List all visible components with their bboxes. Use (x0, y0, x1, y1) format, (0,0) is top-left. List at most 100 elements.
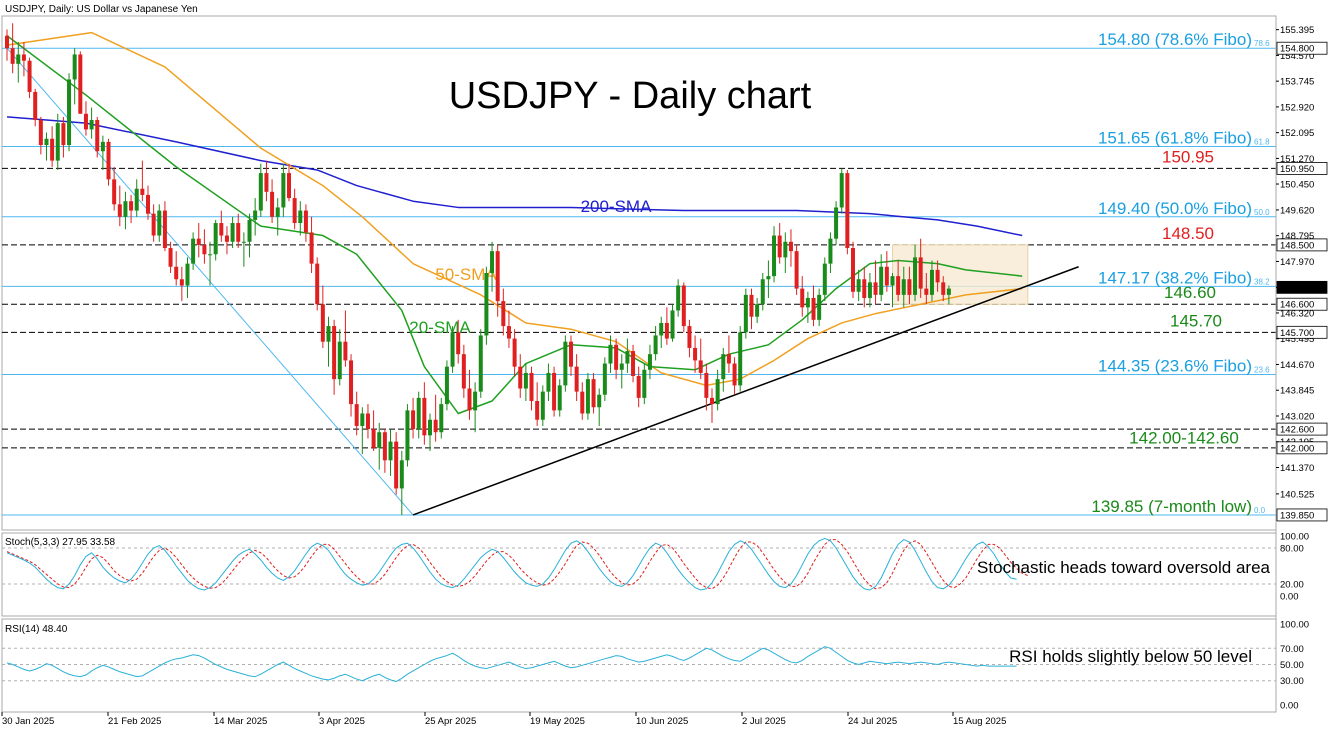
candle-body (732, 363, 737, 386)
candle (862, 266, 867, 308)
level-label: 142.00-142.60 (1129, 428, 1239, 447)
candle (484, 266, 489, 345)
candle (794, 244, 799, 295)
candle-body (343, 341, 348, 361)
candle (439, 397, 444, 439)
candle-body (33, 91, 38, 121)
candle-body (360, 413, 365, 426)
candle (896, 260, 901, 302)
chart-title: USDJPY - Daily chart (449, 75, 812, 117)
candle-body (382, 432, 387, 461)
fibo-label: 139.85 (7-month low) (1091, 497, 1252, 516)
candle (851, 241, 855, 298)
candle-body (405, 410, 410, 461)
candle-body (298, 210, 303, 224)
candle-body (55, 123, 60, 161)
candle-body (563, 341, 568, 386)
candle-body (320, 304, 325, 342)
fibo-label: 151.65 (61.8% Fibo) (1098, 129, 1252, 148)
candle (405, 404, 410, 467)
candle (817, 288, 822, 327)
candle-body (585, 379, 590, 414)
price-tick-label: 145.495 (1280, 334, 1314, 345)
candle-body (557, 385, 562, 411)
candle (552, 366, 557, 417)
candle (123, 191, 128, 230)
candle-body (738, 332, 743, 386)
candle (659, 316, 664, 348)
candle (106, 138, 111, 186)
candle-body (901, 279, 906, 295)
candle-body (411, 410, 416, 430)
candle (55, 113, 60, 170)
candle-body (653, 335, 658, 355)
candle (506, 310, 511, 348)
candle-body (456, 332, 461, 355)
candle-body (715, 379, 720, 405)
candle (433, 394, 438, 442)
candle-body (168, 248, 173, 267)
rsi-annotation: RSI holds slightly below 50 level (1009, 647, 1252, 666)
candle (236, 213, 241, 249)
candle-body (191, 238, 196, 264)
candle-body (828, 238, 833, 264)
fibo-tag: 0.0 (1254, 506, 1266, 515)
rsi-caption: RSI(14) 48.40 (5, 624, 68, 635)
candle (354, 391, 359, 436)
candle (326, 316, 331, 367)
candle (27, 57, 32, 99)
candle (698, 338, 703, 380)
candle (478, 329, 483, 398)
candle-body (151, 213, 156, 236)
candle-body (208, 254, 213, 256)
candle (800, 276, 805, 317)
candle-body (281, 173, 286, 208)
candle (664, 307, 669, 345)
rsi-tick-label: 0.00 (1280, 701, 1299, 712)
candle (67, 73, 72, 152)
candle (219, 210, 224, 242)
date-tick-label: 2 Jul 2025 (742, 716, 786, 727)
candle-body (106, 141, 111, 180)
candle (61, 116, 66, 158)
candle-body (467, 388, 472, 411)
candle (834, 201, 839, 245)
candle-body (788, 241, 793, 252)
price-marker-box (1276, 280, 1328, 294)
candle (614, 338, 619, 380)
candle (749, 288, 754, 330)
candle (16, 41, 21, 83)
candle (540, 385, 545, 426)
candle-body (501, 301, 506, 327)
candle-body (512, 338, 517, 367)
candle-body (529, 372, 534, 401)
candle-body (38, 120, 43, 145)
candle-body (67, 79, 72, 145)
symbol-caption: USDJPY, Daily: US Dollar vs Japanese Yen (5, 4, 198, 15)
candle-body (659, 322, 664, 336)
candle (332, 319, 337, 395)
candle (580, 382, 585, 420)
candle (315, 257, 320, 311)
candle (873, 260, 878, 305)
sma200-line (6, 116, 1023, 237)
candle (264, 160, 269, 202)
candle-body (518, 366, 523, 389)
candle (247, 213, 252, 258)
candle-body (89, 120, 94, 130)
candle-body (123, 201, 128, 217)
candle (721, 347, 726, 392)
price-marker-box (1276, 162, 1328, 175)
candle-body (264, 173, 269, 192)
price-marker-box (1276, 508, 1328, 522)
stoch-caption: Stoch(5,3,3) 27.95 33.58 (5, 537, 116, 548)
candle-body (478, 335, 483, 392)
candle-body (439, 404, 444, 433)
candle-body (61, 123, 66, 145)
candle-body (822, 263, 827, 295)
fibo-label: 149.40 (50.0% Fibo) (1098, 199, 1252, 218)
candle-body (140, 188, 145, 195)
candle-body (681, 285, 686, 327)
candle-body (50, 138, 55, 161)
fibo-label: 144.35 (23.6% Fibo) (1098, 356, 1252, 375)
